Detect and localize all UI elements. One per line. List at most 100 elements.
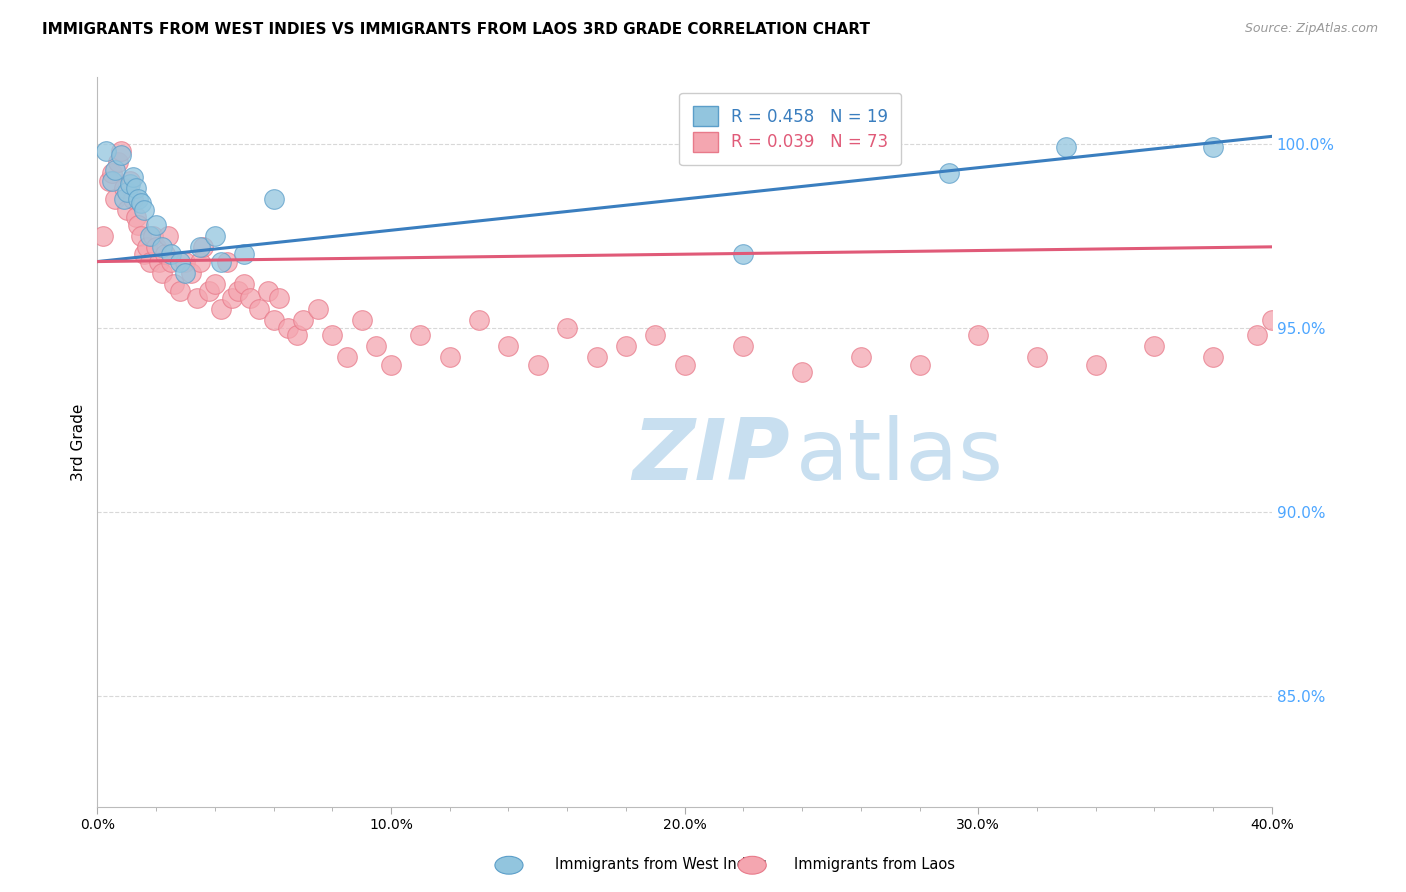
Point [468,313,491,327]
Point [321,328,343,343]
Point [226,284,249,298]
Text: IMMIGRANTS FROM WEST INDIES VS IMMIGRANTS FROM LAOS 3RD GRADE CORRELATION CHART: IMMIGRANTS FROM WEST INDIES VS IMMIGRANT… [42,22,870,37]
Point [366,339,388,353]
Point [150,266,173,280]
Point [263,313,285,327]
Point [233,247,256,261]
Point [110,148,132,162]
Point [380,358,402,372]
Point [156,228,179,243]
Point [145,218,167,232]
Point [198,284,221,298]
Point [186,292,208,306]
Point [409,328,432,343]
Point [180,266,202,280]
Point [1261,313,1284,327]
Point [555,321,578,335]
Point [938,166,960,180]
Point [188,240,211,254]
Point [169,284,191,298]
Point [124,211,146,225]
Point [104,162,127,177]
Point [112,192,135,206]
Point [239,292,262,306]
Point [498,339,520,353]
Point [101,173,124,187]
Point [644,328,666,343]
Point [98,173,121,187]
Point [849,351,872,365]
Point [110,144,132,158]
Point [1202,140,1225,154]
Point [118,173,141,187]
Point [115,185,138,199]
Text: ZIP: ZIP [631,415,789,498]
Point [191,240,214,254]
Point [148,254,170,268]
Point [209,254,232,268]
Point [256,284,278,298]
Legend: R = 0.458   N = 19, R = 0.039   N = 73: R = 0.458 N = 19, R = 0.039 N = 73 [679,93,901,165]
Point [967,328,990,343]
Point [733,339,755,353]
Point [142,228,165,243]
Point [585,351,607,365]
Point [96,144,118,158]
Point [1054,140,1077,154]
Point [247,302,270,317]
Point [336,351,359,365]
Point [215,254,238,268]
Text: atlas: atlas [796,415,1004,498]
Point [221,292,243,306]
Point [263,192,285,206]
Point [134,247,156,261]
Point [169,254,191,268]
Point [145,240,167,254]
Point [174,266,197,280]
Point [908,358,931,372]
Point [277,321,299,335]
Point [112,181,135,195]
Text: Immigrants from Laos: Immigrants from Laos [794,857,956,872]
Point [104,192,127,206]
Point [174,254,197,268]
Point [159,247,181,261]
Point [307,302,329,317]
Point [153,247,176,261]
Point [439,351,461,365]
Point [614,339,637,353]
Point [350,313,373,327]
Point [121,169,143,184]
Point [121,192,143,206]
Point [159,254,181,268]
Point [209,302,232,317]
Point [527,358,550,372]
Point [131,228,153,243]
Point [91,228,114,243]
Point [139,254,162,268]
Point [136,240,159,254]
Point [233,277,256,291]
Point [204,277,226,291]
Point [150,240,173,254]
Point [673,358,696,372]
Point [1026,351,1049,365]
Point [115,202,138,217]
Point [134,202,156,217]
Point [124,181,146,195]
Text: Source: ZipAtlas.com: Source: ZipAtlas.com [1244,22,1378,36]
Point [1084,358,1107,372]
Point [291,313,314,327]
Point [131,195,153,210]
Point [733,247,755,261]
Point [204,228,226,243]
Point [118,178,141,192]
Point [1143,339,1166,353]
Point [127,218,149,232]
Point [269,292,291,306]
Text: Immigrants from West Indies: Immigrants from West Indies [555,857,768,872]
Point [127,192,149,206]
Point [163,277,186,291]
Point [285,328,308,343]
Point [1202,351,1225,365]
